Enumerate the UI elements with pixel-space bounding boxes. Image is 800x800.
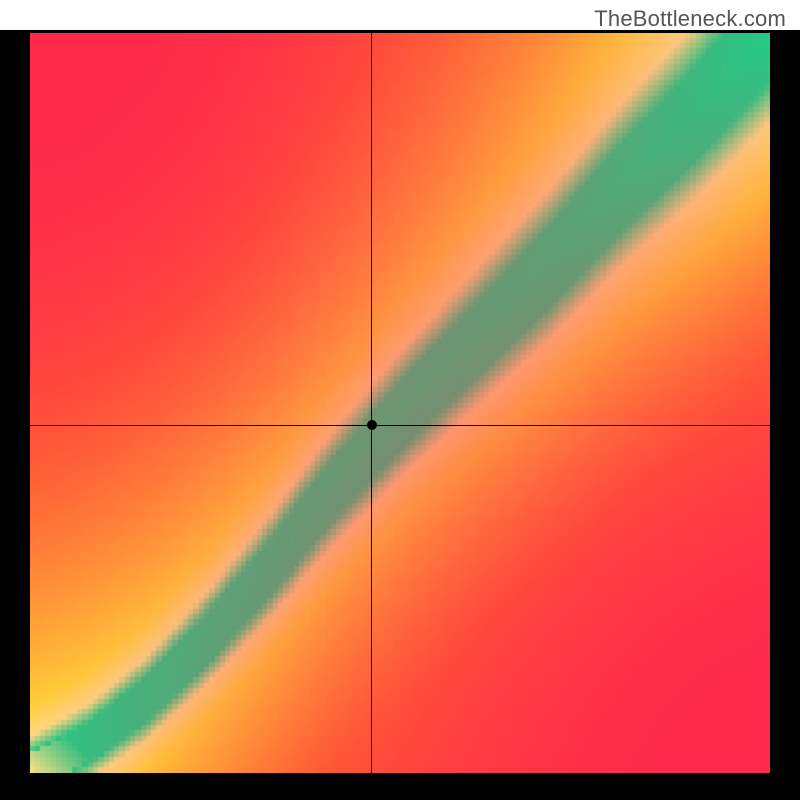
data-point-marker (367, 420, 377, 430)
crosshair-vertical (371, 33, 372, 773)
heatmap-plot (30, 33, 770, 773)
heatmap-canvas (30, 33, 770, 773)
crosshair-horizontal (30, 425, 770, 426)
watermark-text: TheBottleneck.com (594, 6, 786, 32)
